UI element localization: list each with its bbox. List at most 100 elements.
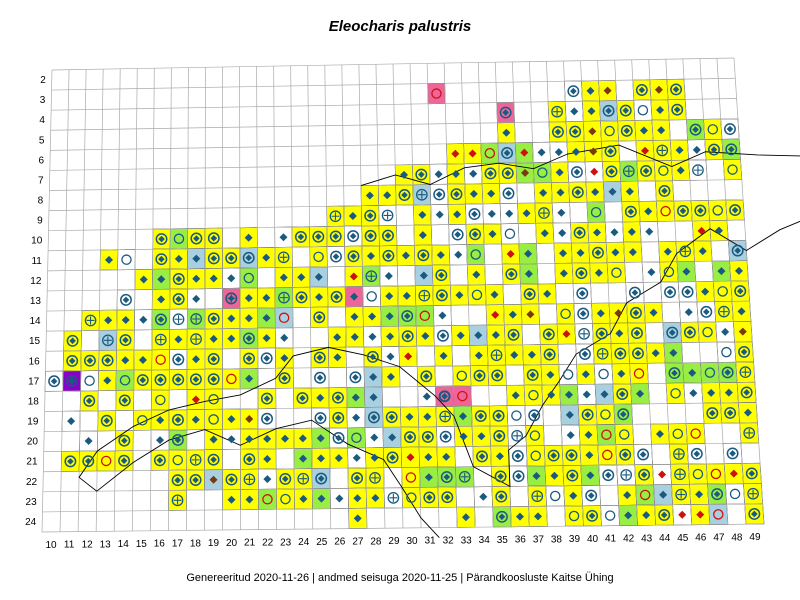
diamond-marker — [565, 410, 574, 419]
grid-cell — [274, 307, 294, 329]
circle-marker — [595, 327, 608, 340]
circle-marker — [243, 352, 255, 365]
circle-marker — [421, 430, 434, 443]
diamond-marker — [122, 336, 129, 344]
diamond-marker — [686, 329, 694, 336]
diamond-marker — [636, 389, 645, 398]
diamond-marker — [539, 188, 548, 197]
diamond-marker — [367, 232, 374, 240]
circle-marker — [748, 508, 761, 520]
grid-line — [341, 64, 350, 529]
circle-marker — [505, 268, 518, 281]
open-circle-marker — [405, 472, 417, 483]
diamond-marker — [353, 514, 362, 523]
diamond-marker — [455, 291, 464, 300]
diamond-marker — [684, 288, 691, 296]
diamond-marker — [505, 190, 512, 197]
diamond-marker — [84, 437, 93, 446]
diamond-marker — [314, 272, 323, 281]
diamond-marker — [386, 352, 395, 361]
diamond-marker — [174, 436, 182, 444]
circle-marker — [681, 285, 694, 298]
diamond-marker — [751, 510, 758, 518]
diamond-marker — [403, 312, 411, 320]
diamond-marker — [737, 307, 746, 316]
diamond-marker — [521, 168, 530, 177]
diamond-marker — [627, 208, 635, 215]
grid-cell — [80, 370, 99, 392]
diamond-marker — [623, 127, 631, 135]
grid-cell — [716, 341, 737, 363]
grid-cell — [525, 425, 545, 447]
grid-cell — [117, 249, 136, 271]
diamond-marker — [530, 412, 538, 419]
circle-marker — [155, 253, 168, 266]
grid-cell — [606, 262, 626, 284]
open-circle-marker — [484, 147, 496, 159]
diamond-marker — [556, 188, 565, 197]
grid-cell — [722, 158, 743, 181]
plus-circle-marker — [656, 144, 669, 157]
plus-circle-marker — [172, 313, 185, 326]
circle-marker — [207, 373, 220, 386]
diamond-marker — [351, 393, 360, 402]
diamond-marker — [487, 189, 496, 198]
plus-marker — [191, 455, 200, 464]
grid-cell — [600, 505, 620, 527]
circle-marker — [82, 455, 95, 468]
grid-line — [580, 60, 602, 526]
circle-marker — [153, 454, 166, 467]
diamond-marker — [524, 269, 533, 278]
diamond-marker — [263, 455, 272, 464]
diamond-marker — [191, 355, 200, 364]
diamond-marker — [569, 491, 578, 500]
diamond-marker — [434, 170, 443, 179]
diamond-marker — [385, 292, 394, 301]
open-circle-marker — [208, 394, 219, 405]
diamond-marker — [682, 267, 691, 276]
column-labels: 10 11 12 13 14 15 16 17 18 19 20 21 22 23 24 25 26 27 28 29… — [45, 532, 761, 551]
plus-marker — [420, 291, 429, 300]
plus-marker — [624, 167, 633, 176]
diamond-marker — [298, 434, 307, 443]
circle-marker — [711, 488, 724, 501]
diamond-marker — [668, 329, 676, 336]
region-border-layer — [78, 144, 800, 538]
grid-line — [95, 69, 104, 532]
plus-marker — [681, 247, 690, 256]
diamond-marker — [227, 314, 236, 323]
circle-marker — [315, 472, 328, 485]
grid-line — [512, 61, 530, 527]
circle-marker — [207, 353, 220, 365]
plus-marker — [676, 470, 685, 479]
grid-cell — [362, 285, 381, 307]
diamond-marker — [103, 417, 111, 425]
record-markers-layer — [48, 83, 761, 523]
diamond-marker — [721, 327, 730, 336]
diamond-marker — [468, 149, 477, 158]
circle-marker — [330, 290, 343, 303]
diamond-marker — [477, 412, 485, 420]
diamond-marker — [743, 408, 752, 417]
circle-marker — [207, 252, 220, 265]
diamond-marker — [418, 171, 425, 178]
circle-marker — [576, 287, 589, 300]
grid-cell — [222, 368, 241, 390]
diamond-marker — [607, 147, 614, 155]
circle-marker — [437, 329, 449, 342]
diamond-marker — [550, 452, 557, 459]
diamond-marker — [263, 415, 271, 423]
open-circle-marker — [601, 429, 612, 440]
diamond-marker — [244, 314, 253, 323]
diamond-marker — [458, 412, 467, 421]
column-label: 31 — [425, 536, 437, 547]
diamond-marker — [477, 432, 486, 441]
diamond-marker — [692, 145, 701, 154]
circle-marker — [592, 246, 604, 259]
plus-marker — [460, 472, 469, 481]
diamond-marker — [618, 390, 626, 398]
diamond-marker — [192, 294, 201, 303]
diamond-marker — [748, 470, 756, 477]
circle-marker — [118, 454, 131, 467]
diamond-marker — [502, 109, 509, 116]
